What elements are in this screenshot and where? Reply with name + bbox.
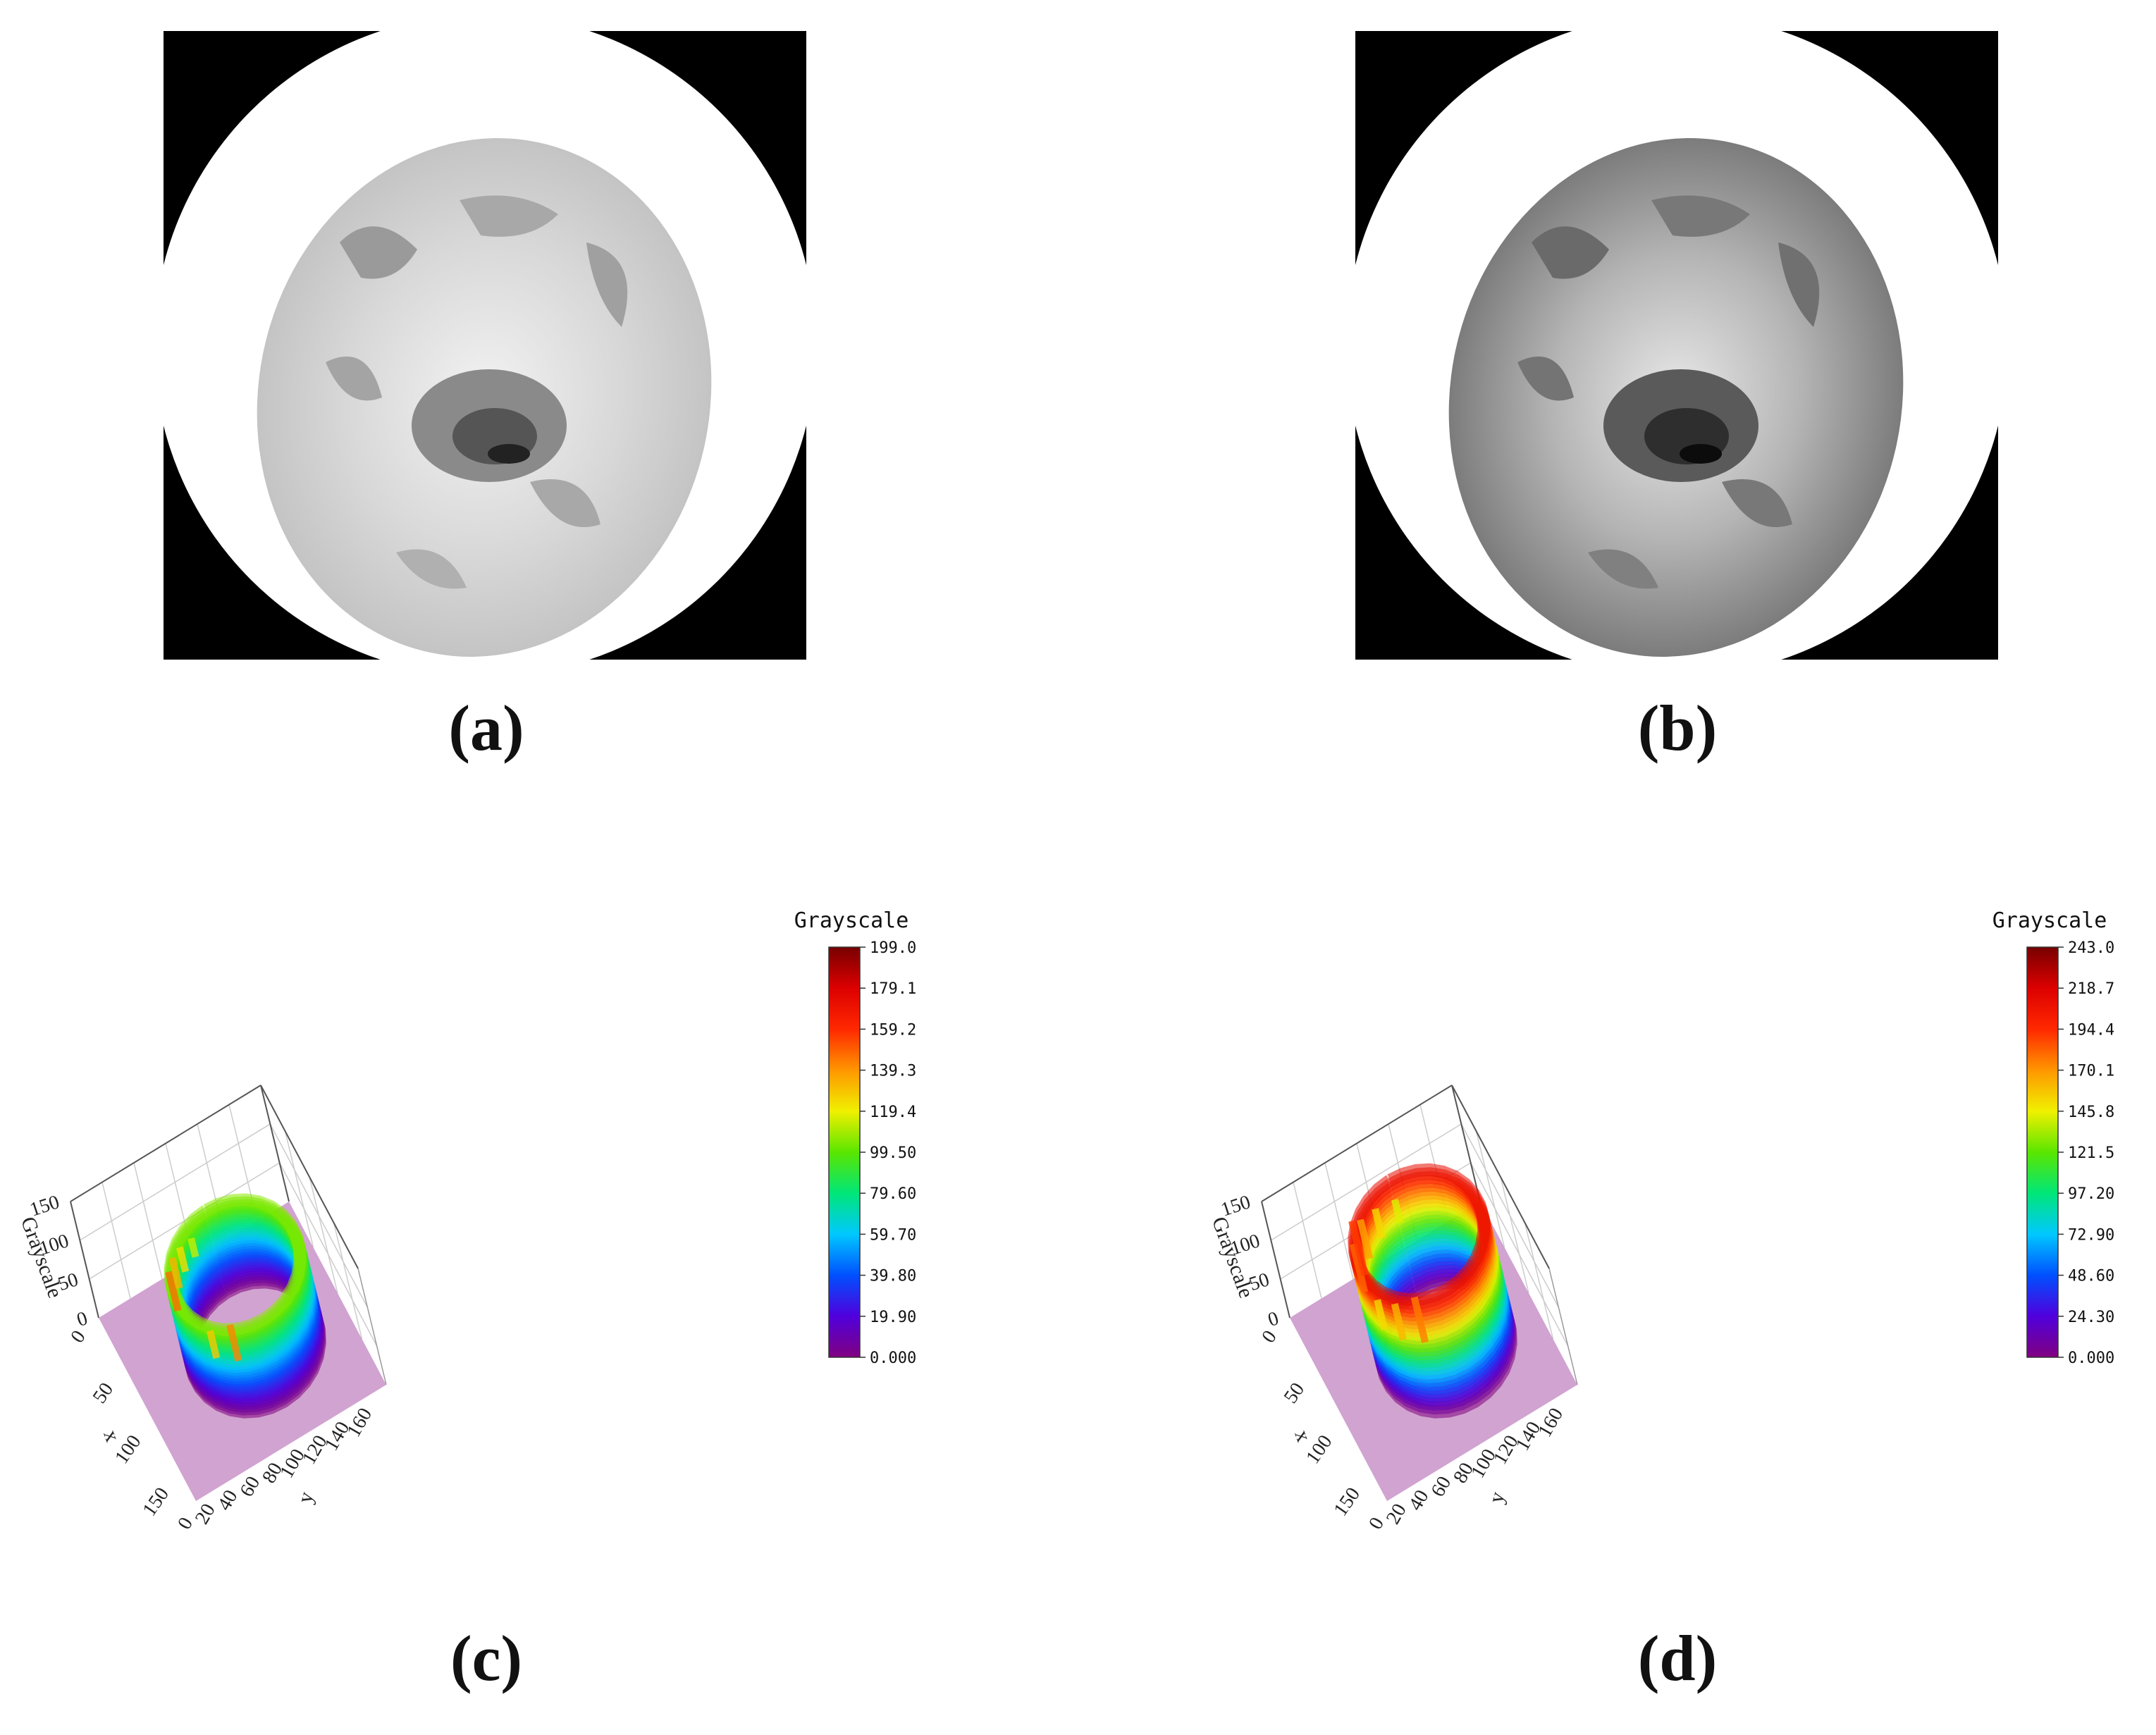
colorbar: Grayscale 199.0 179.1 159.2 139.3 119.4 99.50 7… — [794, 908, 917, 1367]
colorbar-tick-label: 218.7 — [2068, 980, 2114, 998]
surface-spike — [176, 1246, 190, 1273]
box-edge — [260, 1085, 290, 1202]
surface-spike — [1349, 1243, 1369, 1293]
surface-spike — [165, 1271, 182, 1312]
surface-spike — [1372, 1208, 1386, 1240]
surface — [1348, 1163, 1517, 1419]
colorbar-tick-label: 0.000 — [870, 1350, 916, 1367]
colorbar-tick-label: 159.2 — [870, 1021, 916, 1039]
x-tick-label: 0 — [1257, 1326, 1281, 1347]
grid-line — [309, 1176, 338, 1294]
grid-line — [1293, 1182, 1322, 1299]
colorbar-tick-label: 243.0 — [2068, 939, 2114, 957]
colorbar-tick-label: 0.000 — [2068, 1350, 2114, 1367]
colorbar-tick-label: 194.4 — [2068, 1021, 2114, 1039]
colorbar-tick-label: 121.5 — [2068, 1144, 2114, 1162]
box-edge — [70, 1085, 261, 1202]
grayscale-image-b — [1355, 31, 1998, 660]
colorbar-tick-label: 170.1 — [2068, 1063, 2114, 1080]
surface-spike — [1410, 1296, 1429, 1343]
colorbar-tick-label: 145.8 — [2068, 1104, 2114, 1121]
caption-b: (b) — [1637, 692, 1718, 764]
surface-spike — [1357, 1218, 1374, 1259]
z-axis-line — [1261, 1201, 1290, 1319]
grid-line — [1524, 1222, 1554, 1340]
grid-line — [333, 1222, 363, 1340]
grid-line — [1324, 1162, 1354, 1280]
surface-spike — [207, 1330, 221, 1359]
colorbar-tick-label: 97.20 — [2068, 1185, 2114, 1203]
y-axis-title: y — [1484, 1490, 1510, 1506]
surface-spike — [168, 1257, 183, 1290]
box-edge — [1548, 1268, 1578, 1385]
colorbar-tick-label: 59.70 — [870, 1226, 916, 1244]
colorbar-tick-label: 119.4 — [870, 1104, 916, 1121]
z-axis-title: Grayscale — [1207, 1214, 1258, 1301]
surface-spike — [1348, 1220, 1369, 1276]
grid-line — [101, 1182, 131, 1299]
colorbar-tick-label: 48.60 — [2068, 1268, 2114, 1285]
surface-spike — [226, 1323, 242, 1362]
colorbar-tick-label: 179.1 — [870, 980, 916, 998]
box-edge — [1451, 1085, 1550, 1269]
colorbar-gradient — [828, 946, 861, 1358]
surface-plot-c: 0 50 100 150 0 50 100 150 0 20 40 60 80 100 120 140 160 G… — [0, 761, 1078, 1607]
surface-spike — [1391, 1199, 1404, 1224]
colorbar-tick-label: 39.80 — [870, 1268, 916, 1285]
x-tick-label: 50 — [89, 1379, 118, 1408]
caption-a: (a) — [448, 692, 524, 764]
surface-plot-d: 0 50 100 150 0 50 100 150 0 20 40 60 80 100 120 140 160 G… — [1191, 761, 2156, 1607]
grid-line — [1475, 1130, 1505, 1248]
z-axis-line — [70, 1201, 99, 1319]
box-edge — [1451, 1085, 1481, 1202]
x-tick-label: 50 — [1280, 1379, 1309, 1408]
colorbar-tick-label: 79.60 — [870, 1185, 916, 1203]
box-edge — [1261, 1085, 1453, 1202]
colorbar-gradient — [2026, 946, 2059, 1358]
colorbar-tick-label: 72.90 — [2068, 1226, 2114, 1244]
grid-line — [133, 1162, 163, 1280]
colorbar-title: Grayscale — [1992, 908, 2107, 933]
x-tick-label: 150 — [139, 1483, 173, 1520]
box-edge — [357, 1268, 387, 1385]
caption-d: (d) — [1637, 1622, 1718, 1694]
surface-spike — [1374, 1299, 1388, 1330]
colorbar-tick-label: 24.30 — [2068, 1309, 2114, 1326]
colorbar-tick-label: 19.90 — [870, 1309, 916, 1326]
grid-line — [1270, 1123, 1462, 1241]
y-axis-title: y — [293, 1490, 319, 1506]
colorbar-title: Grayscale — [794, 908, 909, 933]
surface-band — [164, 1193, 307, 1336]
grid-line — [1500, 1176, 1529, 1294]
grayscale-image-a — [164, 31, 806, 660]
z-tick-label: 0 — [74, 1307, 90, 1331]
x-tick-label: 0 — [66, 1326, 90, 1347]
z-axis-title: Grayscale — [16, 1214, 67, 1301]
colorbar-tick-label: 99.50 — [870, 1144, 916, 1162]
colorbar-tick-label: 139.3 — [870, 1063, 916, 1080]
box-edge — [260, 1085, 359, 1269]
surface — [164, 1193, 326, 1419]
caption-c: (c) — [450, 1622, 523, 1694]
surface-spike — [187, 1237, 199, 1258]
surface-spike — [1391, 1303, 1407, 1341]
grid-line — [284, 1130, 314, 1248]
z-tick-label: 0 — [1265, 1307, 1281, 1331]
colorbar-tick-label: 199.0 — [870, 939, 916, 957]
grid-line — [79, 1123, 271, 1241]
colorbar: Grayscale 243.0 218.7 194.4 170.1 145.8 121.5 9… — [1992, 908, 2115, 1367]
x-tick-label: 150 — [1330, 1483, 1365, 1520]
